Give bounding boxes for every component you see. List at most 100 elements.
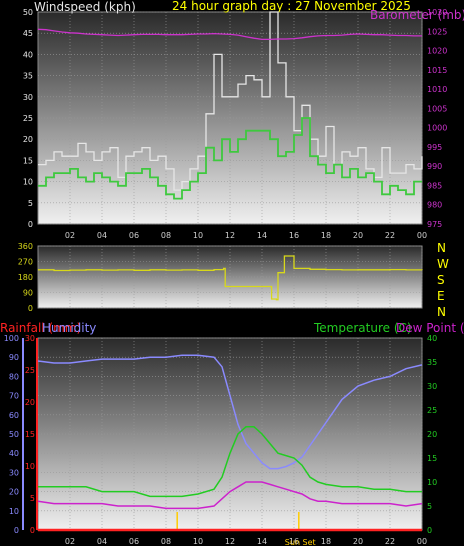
direction-series-line [38,255,423,301]
windspeed-y-tick-label: 15 [23,156,33,165]
direction-y-tick-label: 180 [18,273,33,282]
dew-series-line [37,481,423,510]
wind-x-tick-label: 00 [417,231,427,240]
wind-x-tick-label: 18 [321,231,331,240]
temperature-y-tick-label: 20 [427,430,437,439]
windspeed-y-tick-label: 30 [23,93,33,102]
rainfall-y-tick-label: 5 [30,494,35,503]
temperature-y-tick-label: 35 [427,358,437,367]
humidity-y-tick-label: 10 [9,507,19,516]
rainfall-y-tick-label: 25 [25,366,35,375]
compass-label-4: N [437,305,446,319]
barometer-label: Barometer (mb) [370,8,464,22]
graph-title: 24 hour graph day : 27 November 2025 [172,0,411,13]
direction-y-tick-label: 0 [28,304,33,313]
temperature-x-tick-label: 16 [289,537,299,546]
windspeed-y-tick-label: 40 [23,50,33,59]
humidity-y-tick-label: 30 [9,468,19,477]
rainfall-y-tick-label: 15 [25,430,35,439]
humidity-y-tick-label: 90 [9,353,19,362]
temperature-x-tick-label: 00 [417,537,427,546]
rainfall-y-tick-label: 20 [25,398,35,407]
humidity-y-tick-label: 0 [14,526,19,535]
humidity-series-line [37,354,423,470]
barometer-y-tick-label: 1030 [427,8,447,17]
temperature-y-tick-label: 25 [427,406,437,415]
rainfall-label: Rainfall (mm) [0,321,81,335]
windspeed-y-tick-label: 25 [23,114,33,123]
humidity-label: Humidity [42,321,96,335]
wind-x-tick-label: 06 [129,231,139,240]
barometer-y-tick-label: 975 [427,220,442,229]
wind-x-tick-label: 04 [97,231,107,240]
temperature-y-tick-label: 0 [427,526,432,535]
humidity-y-tick-label: 100 [4,334,19,343]
barometer-y-tick-label: 990 [427,162,442,171]
temperature-x-tick-label: 10 [193,537,203,546]
temperature-y-tick-label: 15 [427,454,437,463]
dew-point-label: Dew Point (C) [396,321,464,335]
barometer-y-tick-label: 985 [427,181,442,190]
temperature-x-tick-label: 18 [321,537,331,546]
sun-marker-label: Sun Set [285,538,316,546]
wind-x-tick-label: 10 [193,231,203,240]
direction-y-tick-label: 270 [18,258,33,267]
temperature-x-tick-label: 04 [97,537,107,546]
humidity-y-tick-label: 80 [9,372,19,381]
barometer-y-tick-label: 1015 [427,66,447,75]
wind-x-tick-label: 02 [65,231,75,240]
wind-x-tick-label: 08 [161,231,171,240]
windspeed-y-tick-label: 20 [23,135,33,144]
compass-label-3: E [437,289,445,303]
humidity-y-tick-label: 60 [9,411,19,420]
barometer-y-tick-label: 995 [427,143,442,152]
compass-label-2: S [437,273,445,287]
barometer-y-tick-label: 980 [427,201,442,210]
avg-series-line [38,117,422,200]
windspeed-y-tick-label: 0 [28,220,33,229]
rainfall-y-tick-label: 10 [25,462,35,471]
temperature-x-tick-label: 02 [65,537,75,546]
humidity-y-tick-label: 50 [9,430,19,439]
temperature-y-tick-label: 30 [427,382,437,391]
wind-x-tick-label: 16 [289,231,299,240]
windspeed-label: Windspeed (kph) [34,0,136,14]
compass-label-1: W [437,257,449,271]
humidity-y-tick-label: 70 [9,392,19,401]
temperature-y-tick-label: 10 [427,478,437,487]
windspeed-y-tick-label: 5 [28,199,33,208]
wind-x-tick-label: 22 [385,231,395,240]
rainfall-y-tick-label: 0 [30,526,35,535]
temperature-x-tick-label: 22 [385,537,395,546]
temperature-x-tick-label: 14 [257,537,267,546]
windspeed-y-tick-label: 45 [23,29,33,38]
barometer-y-tick-label: 1020 [427,47,447,56]
temperature-x-tick-label: 12 [225,537,235,546]
gust-series-line [38,11,423,191]
direction-y-tick-label: 360 [18,242,33,251]
barometer-y-tick-label: 1000 [427,124,447,133]
barometer-y-tick-label: 1010 [427,85,447,94]
humidity-y-tick-label: 40 [9,449,19,458]
temperature-y-tick-label: 5 [427,502,432,511]
temperature-y-tick-label: 40 [427,334,437,343]
direction-y-tick-label: 90 [23,289,33,298]
baro-series-line [37,28,422,41]
rainfall-y-tick-label: 30 [25,334,35,343]
barometer-y-tick-label: 1005 [427,104,447,113]
wind-x-tick-label: 14 [257,231,267,240]
windspeed-y-tick-label: 10 [23,178,33,187]
barometer-y-tick-label: 1025 [427,27,447,36]
humidity-y-tick-label: 20 [9,488,19,497]
wind-x-tick-label: 20 [353,231,363,240]
wind-x-tick-label: 12 [225,231,235,240]
temperature-x-tick-label: 06 [129,537,139,546]
temp-series-line [38,426,422,498]
temperature-x-tick-label: 08 [161,537,171,546]
windspeed-y-tick-label: 50 [23,8,33,17]
windspeed-y-tick-label: 35 [23,72,33,81]
temperature-label: Temperature (C) [313,321,412,335]
compass-label-0: N [437,241,446,255]
temperature-x-tick-label: 20 [353,537,363,546]
